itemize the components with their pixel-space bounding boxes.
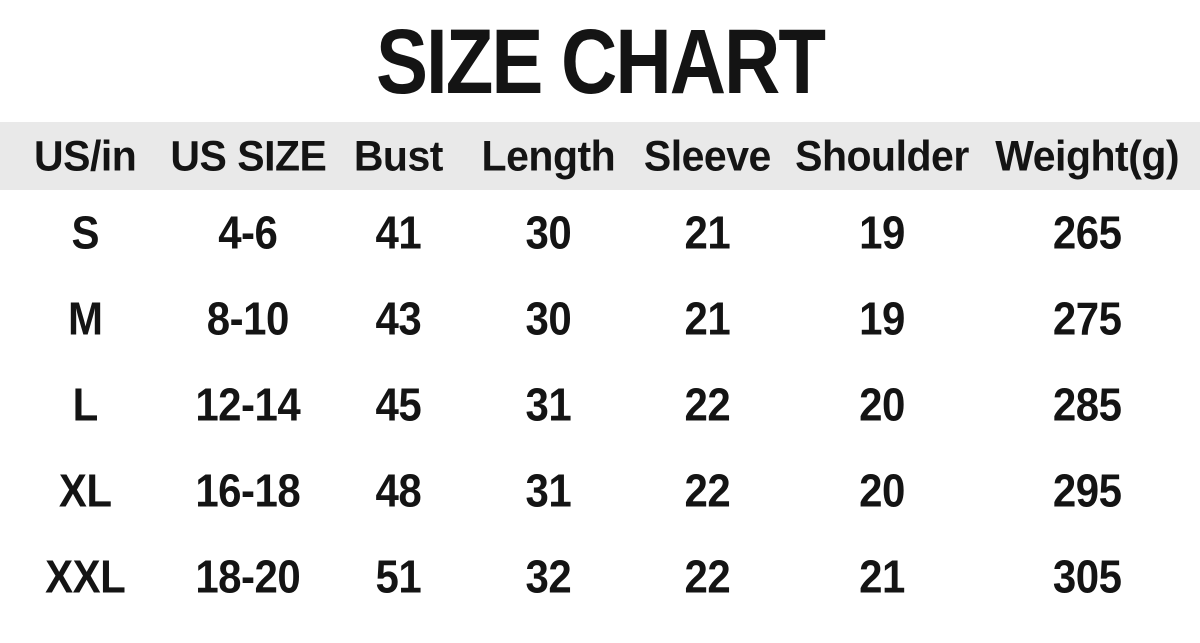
page-title: SIZE CHART bbox=[376, 9, 826, 113]
size-chart-body: S 4-6 41 30 21 19 265 M 8-10 43 30 21 19 275 L 12-14 45 3… bbox=[0, 190, 1200, 620]
cell-xxl-length: 32 bbox=[525, 550, 572, 603]
cell-xl-us-size: 16-18 bbox=[195, 464, 301, 517]
cell-xxl-bust: 51 bbox=[375, 550, 422, 603]
cell-l-us-size: 12-14 bbox=[195, 378, 301, 431]
cell-m-shoulder: 19 bbox=[859, 292, 905, 345]
column-header-length: Length bbox=[481, 131, 616, 180]
cell-s-sleeve: 21 bbox=[684, 206, 731, 259]
table-row-s: S 4-6 41 30 21 19 265 bbox=[0, 190, 1200, 276]
column-header-bust: Bust bbox=[353, 131, 444, 180]
cell-l-length: 31 bbox=[525, 378, 572, 431]
title-container: SIZE CHART bbox=[0, 0, 1200, 122]
cell-xxl-us-size: 18-20 bbox=[195, 550, 301, 603]
cell-l-sleeve: 22 bbox=[684, 378, 731, 431]
cell-xl-weight-g: 295 bbox=[1052, 464, 1122, 517]
cell-xxl-weight-g: 305 bbox=[1052, 550, 1122, 603]
size-chart-head: US/in US SIZE Bust Length Sleeve Shoulder Weig… bbox=[0, 122, 1200, 190]
cell-xl-bust: 48 bbox=[375, 464, 422, 517]
size-label-m: M bbox=[67, 292, 103, 345]
column-header-shoulder: Shoulder bbox=[795, 131, 969, 180]
cell-xxl-shoulder: 21 bbox=[859, 550, 905, 603]
cell-l-shoulder: 20 bbox=[859, 378, 905, 431]
cell-m-sleeve: 21 bbox=[684, 292, 731, 345]
size-label-s: S bbox=[71, 206, 99, 259]
cell-s-weight-g: 265 bbox=[1052, 206, 1122, 259]
size-label-xxl: XXL bbox=[45, 550, 126, 603]
size-chart-table: US/in US SIZE Bust Length Sleeve Shoulder Weig… bbox=[0, 122, 1200, 620]
cell-xl-shoulder: 20 bbox=[859, 464, 905, 517]
cell-m-length: 30 bbox=[525, 292, 572, 345]
table-row-xl: XL 16-18 48 31 22 20 295 bbox=[0, 448, 1200, 534]
column-header-us-in: US/in bbox=[34, 131, 137, 180]
cell-m-us-size: 8-10 bbox=[206, 292, 290, 345]
table-row-m: M 8-10 43 30 21 19 275 bbox=[0, 276, 1200, 362]
cell-m-weight-g: 275 bbox=[1052, 292, 1122, 345]
cell-m-bust: 43 bbox=[375, 292, 422, 345]
cell-s-us-size: 4-6 bbox=[218, 206, 278, 259]
size-label-l: L bbox=[72, 378, 99, 431]
size-label-xl: XL bbox=[58, 464, 112, 517]
cell-s-shoulder: 19 bbox=[859, 206, 905, 259]
cell-s-bust: 41 bbox=[375, 206, 422, 259]
cell-xl-sleeve: 22 bbox=[684, 464, 731, 517]
column-header-sleeve: Sleeve bbox=[643, 131, 771, 180]
cell-xl-length: 31 bbox=[525, 464, 572, 517]
table-row-xxl: XXL 18-20 51 32 22 21 305 bbox=[0, 534, 1200, 620]
cell-l-weight-g: 285 bbox=[1052, 378, 1122, 431]
column-header-weight-g: Weight(g) bbox=[995, 131, 1180, 180]
size-chart-header-row: US/in US SIZE Bust Length Sleeve Shoulder Weig… bbox=[0, 122, 1200, 190]
table-row-l: L 12-14 45 31 22 20 285 bbox=[0, 362, 1200, 448]
cell-l-bust: 45 bbox=[375, 378, 422, 431]
cell-s-length: 30 bbox=[525, 206, 572, 259]
column-header-us-size: US SIZE bbox=[170, 131, 327, 180]
cell-xxl-sleeve: 22 bbox=[684, 550, 731, 603]
